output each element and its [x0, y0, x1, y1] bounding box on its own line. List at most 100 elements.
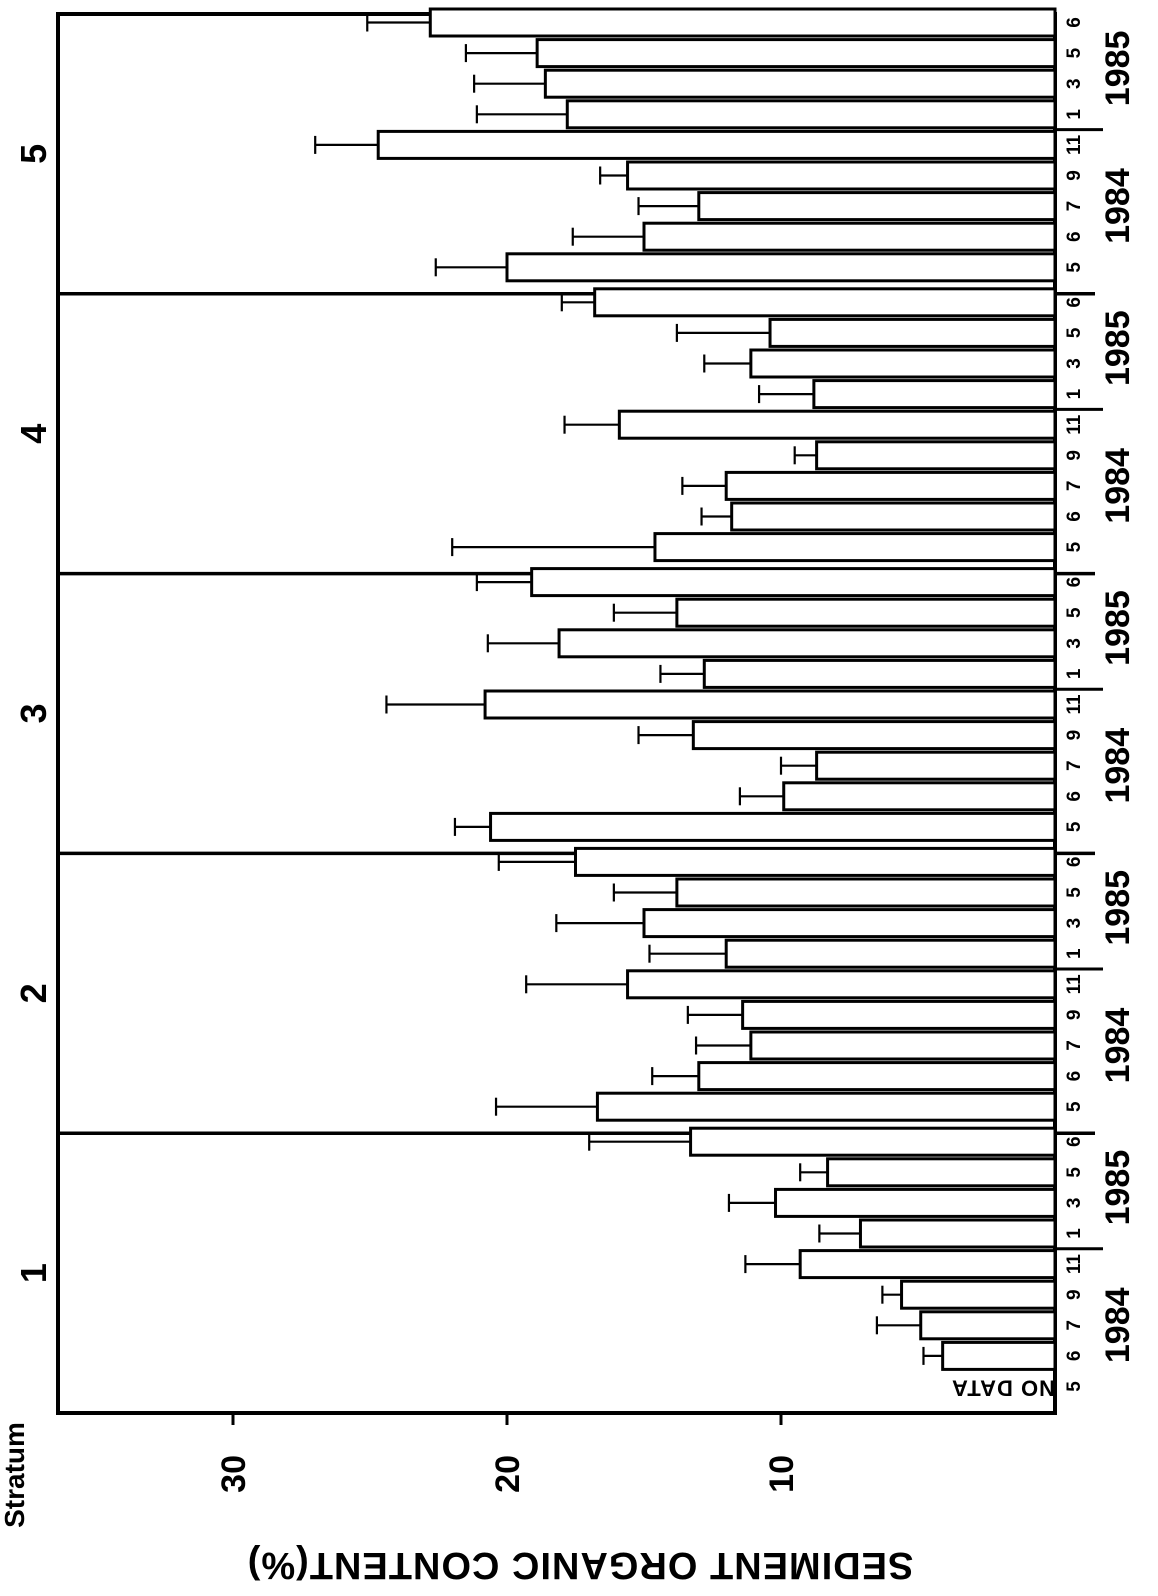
month-label: 6: [1064, 857, 1085, 868]
month-label: 7: [1064, 760, 1085, 771]
bar: [749, 348, 1057, 379]
value-tick-label: 20: [489, 1455, 527, 1493]
month-label: 5: [1064, 262, 1085, 273]
bar: [642, 221, 1057, 252]
month-label: 1: [1064, 1228, 1085, 1239]
month-label: 9: [1064, 170, 1085, 181]
bars: [314, 7, 1057, 1371]
bar: [812, 379, 1057, 410]
month-label: 7: [1064, 481, 1085, 492]
month-label: 3: [1064, 638, 1085, 649]
year-label: 1985: [1099, 590, 1137, 666]
bar: [653, 532, 1057, 563]
month-label: 5: [1064, 887, 1085, 898]
stratum-axis-title: Stratum: [0, 1422, 30, 1528]
bar: [815, 750, 1057, 781]
month-label: 1: [1064, 668, 1085, 679]
month-label: 6: [1064, 511, 1085, 522]
month-label: 3: [1064, 78, 1085, 89]
bar: [543, 68, 1057, 99]
month-label: 11: [1064, 414, 1085, 435]
year-label: 1985: [1099, 310, 1137, 386]
month-label: 6: [1064, 297, 1085, 308]
bar: [675, 877, 1057, 908]
stratum-label: 3: [13, 703, 54, 723]
month-label: 6: [1064, 231, 1085, 242]
month-label: 11: [1064, 134, 1085, 155]
bar: [593, 287, 1057, 318]
year-label: 1985: [1099, 1150, 1137, 1226]
bar: [774, 1187, 1057, 1218]
stratum-label: 1: [13, 1263, 54, 1283]
year-label: 1984: [1099, 728, 1137, 804]
bar: [730, 501, 1057, 532]
month-label: 7: [1064, 1040, 1085, 1051]
stratum-label: 5: [13, 144, 54, 164]
bar: [689, 1126, 1057, 1157]
bar: [642, 908, 1057, 939]
bar: [815, 440, 1057, 471]
year-label: 1985: [1099, 31, 1137, 107]
bar: [768, 317, 1057, 348]
bar: [749, 1030, 1057, 1061]
month-label: 5: [1064, 821, 1085, 832]
bar: [535, 38, 1057, 69]
month-label: 6: [1064, 17, 1085, 28]
value-tick-label: 10: [763, 1455, 801, 1493]
year-label: 1984: [1099, 1287, 1137, 1363]
bar: [675, 597, 1057, 628]
year-label: 1985: [1099, 870, 1137, 946]
month-label: 1: [1064, 388, 1085, 399]
bar: [505, 252, 1057, 283]
no-data-label: NO DATA: [951, 1376, 1055, 1401]
bar: [557, 628, 1057, 659]
month-label: 6: [1064, 1136, 1085, 1147]
month-label: 1: [1064, 948, 1085, 959]
month-label: 9: [1064, 1289, 1085, 1300]
month-label: 11: [1064, 1254, 1085, 1275]
month-label: 6: [1064, 577, 1085, 588]
bar: [702, 658, 1057, 689]
bar: [697, 191, 1057, 222]
month-label: 11: [1064, 974, 1085, 995]
month-label: 5: [1064, 327, 1085, 338]
month-label: 5: [1064, 541, 1085, 552]
bar: [565, 99, 1057, 130]
bar: [941, 1340, 1057, 1371]
bar: [798, 1249, 1057, 1280]
bar: [697, 1061, 1057, 1092]
bar: [724, 470, 1057, 501]
bar: [858, 1218, 1057, 1249]
stratum-label: 4: [13, 424, 54, 444]
bar: [428, 7, 1057, 38]
value-axis-title: SEDIMENT ORGANIC CONTENT(%): [247, 1544, 914, 1586]
bar: [626, 969, 1057, 1000]
month-label: 3: [1064, 918, 1085, 929]
month-label: 7: [1064, 201, 1085, 212]
bar: [617, 409, 1057, 440]
bar: [919, 1310, 1057, 1341]
bar: [900, 1279, 1057, 1310]
year-label: 1984: [1099, 1008, 1137, 1084]
month-label: 1: [1064, 109, 1085, 120]
month-label: 5: [1064, 1167, 1085, 1178]
month-label: 3: [1064, 1198, 1085, 1209]
month-label: 5: [1064, 47, 1085, 58]
bar: [595, 1091, 1057, 1122]
bar: [782, 781, 1057, 812]
bar: [530, 567, 1057, 598]
month-label: 5: [1064, 1381, 1085, 1392]
bar: [724, 938, 1057, 969]
month-label: 7: [1064, 1320, 1085, 1331]
bar: [691, 720, 1057, 751]
year-label: 1984: [1099, 448, 1137, 524]
bar: [376, 129, 1057, 160]
month-label: 9: [1064, 730, 1085, 741]
month-label: 6: [1064, 791, 1085, 802]
month-label: 3: [1064, 358, 1085, 369]
bar: [741, 999, 1057, 1030]
month-label: 5: [1064, 607, 1085, 618]
value-tick-label: 30: [215, 1455, 253, 1493]
